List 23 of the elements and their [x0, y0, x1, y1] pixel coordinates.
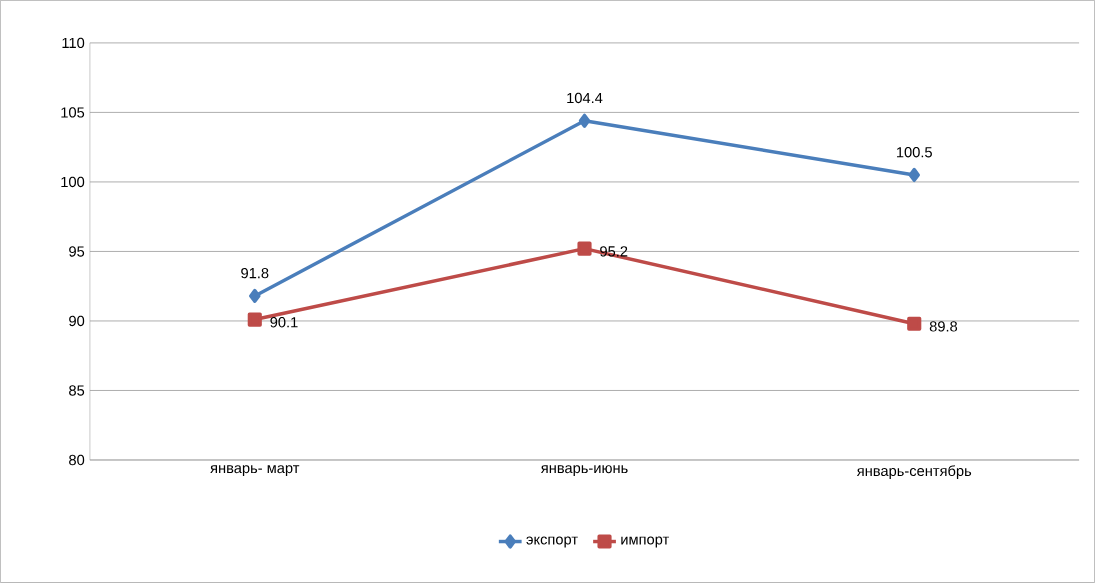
x-tick-label: январь- март — [210, 465, 300, 477]
y-tick-label: 100 — [61, 176, 85, 188]
y-tick-label: 95 — [69, 246, 85, 257]
point — [907, 316, 922, 331]
y-tick-label: 110 — [62, 37, 85, 49]
data-label: 90.1 — [270, 317, 298, 328]
y-tick-label: 105 — [61, 107, 85, 118]
data-label: 89.8 — [929, 321, 958, 332]
y-tick-label: 90 — [69, 315, 85, 327]
y-tick-label: 85 — [69, 385, 85, 396]
data-label: 104.4 — [567, 92, 603, 104]
x-tick-label: январь-июнь — [540, 465, 628, 477]
data-label: 100.5 — [896, 147, 932, 158]
point — [908, 167, 920, 183]
legend-label: экспорт — [526, 536, 578, 548]
point — [577, 241, 592, 256]
point — [249, 288, 261, 304]
data-label: 91.8 — [241, 268, 269, 279]
y-tick-label: 80 — [69, 454, 85, 466]
x-tick-label: январь-сентябрь — [856, 465, 972, 479]
point — [247, 312, 262, 327]
point — [578, 113, 591, 128]
legend-label: импорт — [621, 536, 670, 548]
